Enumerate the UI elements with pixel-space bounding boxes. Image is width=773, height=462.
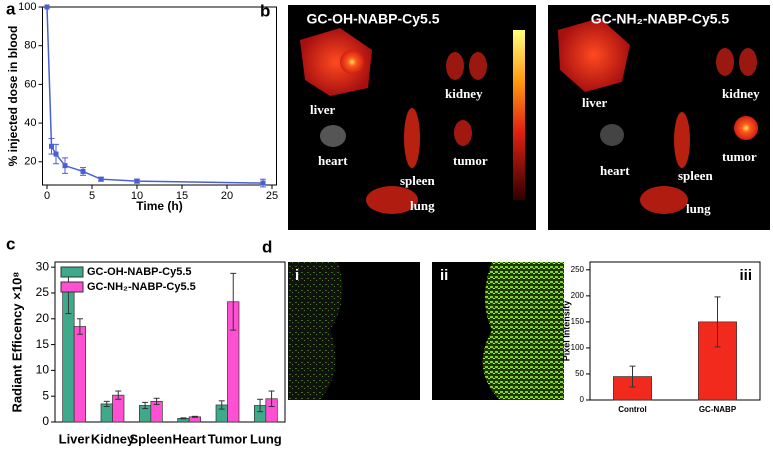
image-label: i bbox=[295, 267, 299, 284]
organ-label: tumor bbox=[722, 149, 757, 164]
x-tick-label: GC-NABP bbox=[699, 405, 737, 414]
organ-label: heart bbox=[600, 163, 630, 178]
panel-label: d bbox=[262, 237, 272, 256]
y-axis-label: Pixel Intensity bbox=[561, 301, 571, 362]
x-tick-label: Spleen bbox=[130, 431, 173, 446]
colorbar-high: High bbox=[506, 11, 532, 25]
organ-label: kidney bbox=[445, 86, 483, 101]
y-tick-label: 20 bbox=[24, 156, 36, 168]
image-title: GC-NH₂-NABP-Cy5.5 bbox=[591, 11, 730, 27]
organ-label: heart bbox=[318, 153, 348, 168]
liver-blob bbox=[558, 18, 630, 92]
image-label: ii bbox=[440, 267, 448, 284]
heart-blob bbox=[600, 124, 624, 146]
tumor-blob bbox=[454, 120, 472, 146]
data-point bbox=[260, 180, 266, 186]
data-point bbox=[53, 151, 59, 157]
x-tick-label: 0 bbox=[44, 190, 50, 202]
x-tick-label: 10 bbox=[131, 190, 143, 202]
organ-label: lung bbox=[686, 201, 711, 216]
data-point bbox=[80, 168, 86, 174]
organ-label: lung bbox=[410, 198, 435, 213]
x-tick-label: Tumor bbox=[208, 431, 247, 446]
y-axis-label: % injected dose in blood bbox=[6, 26, 20, 167]
heart-blob bbox=[320, 125, 346, 147]
y-tick-label: 250 bbox=[571, 265, 585, 274]
y-tick-label: 30 bbox=[36, 259, 50, 273]
x-tick-label: 5 bbox=[89, 190, 95, 202]
plot-frame bbox=[54, 261, 286, 423]
chart-title: iii bbox=[739, 267, 752, 284]
spleen-blob bbox=[674, 112, 690, 168]
y-tick-label: 40 bbox=[24, 117, 36, 129]
image-ii-cells bbox=[482, 262, 564, 400]
panel-label: a bbox=[6, 0, 16, 18]
plot-frame bbox=[42, 6, 277, 186]
panel-label: c bbox=[6, 234, 15, 253]
y-tick-label: 150 bbox=[571, 317, 585, 326]
organ-label: liver bbox=[582, 95, 607, 110]
organs-right bbox=[558, 18, 758, 214]
y-tick-label: 100 bbox=[18, 1, 36, 13]
data-line bbox=[46, 6, 264, 184]
legend-swatch bbox=[60, 281, 84, 293]
organ-label: kidney bbox=[722, 86, 760, 101]
kidney-blob bbox=[446, 52, 464, 80]
x-tick-label: Control bbox=[618, 405, 646, 414]
bar bbox=[73, 326, 87, 423]
x-axis-label: Time (h) bbox=[136, 199, 182, 213]
data-point bbox=[98, 176, 104, 182]
x-tick-label: Kidney bbox=[91, 431, 135, 446]
y-tick-label: 60 bbox=[24, 78, 36, 90]
data-point bbox=[49, 143, 54, 149]
y-tick-label: 0 bbox=[580, 395, 585, 404]
static-texts: a b c d GC-OH-NABP-Cy5.5 GC-NH₂-NABP-Cy5… bbox=[6, 0, 760, 284]
y-tick-label: 0 bbox=[42, 414, 49, 428]
lung-blob bbox=[366, 186, 418, 214]
x-tick-label: Lung bbox=[250, 431, 282, 446]
y-tick-label: 100 bbox=[571, 343, 585, 352]
x-tick-label: 20 bbox=[221, 190, 233, 202]
y-tick-label: 80 bbox=[24, 40, 36, 52]
organ-label: spleen bbox=[678, 168, 713, 183]
legend-swatch bbox=[60, 266, 84, 278]
x-tick-label: 25 bbox=[266, 190, 278, 202]
y-tick-label: 25 bbox=[36, 285, 50, 299]
colorbar bbox=[513, 30, 525, 200]
kidney-blob bbox=[469, 52, 487, 80]
x-tick-label: Liver bbox=[59, 431, 90, 446]
y-tick-label: 10 bbox=[36, 363, 50, 377]
y-tick-label: 20 bbox=[36, 311, 50, 325]
y-axis-label: Radiant Efficency ×10⁸ bbox=[9, 272, 24, 413]
panel-label: b bbox=[260, 1, 270, 20]
organs-left bbox=[300, 28, 487, 214]
x-tick-label: 15 bbox=[176, 190, 188, 202]
lung-blob bbox=[640, 186, 688, 214]
image-i-cells bbox=[288, 262, 343, 400]
x-tick-label: Heart bbox=[173, 431, 207, 446]
organ-label: spleen bbox=[400, 173, 435, 188]
y-tick-label: 5 bbox=[42, 388, 49, 402]
hot-spot bbox=[340, 50, 364, 74]
y-tick-label: 50 bbox=[575, 369, 584, 378]
spleen-blob bbox=[404, 108, 420, 168]
data-point bbox=[44, 4, 50, 10]
y-tick-label: 15 bbox=[36, 337, 50, 351]
data-point bbox=[134, 178, 140, 184]
y-tick-label: 200 bbox=[571, 291, 585, 300]
kidney-blob bbox=[716, 48, 734, 76]
data-point bbox=[62, 163, 68, 169]
colorbar-low: Low bbox=[508, 203, 531, 217]
kidney-blob bbox=[739, 48, 757, 76]
image-title: GC-OH-NABP-Cy5.5 bbox=[306, 11, 439, 27]
plot-frame bbox=[589, 261, 761, 401]
organ-label: tumor bbox=[453, 153, 488, 168]
legend-label: GC-OH-NABP-Cy5.5 bbox=[87, 266, 192, 278]
tumor-blob bbox=[734, 116, 758, 140]
organ-label: liver bbox=[310, 102, 335, 117]
liver-blob bbox=[300, 28, 372, 96]
legend-label: GC-NH₂-NABP-Cy5.5 bbox=[87, 281, 196, 293]
